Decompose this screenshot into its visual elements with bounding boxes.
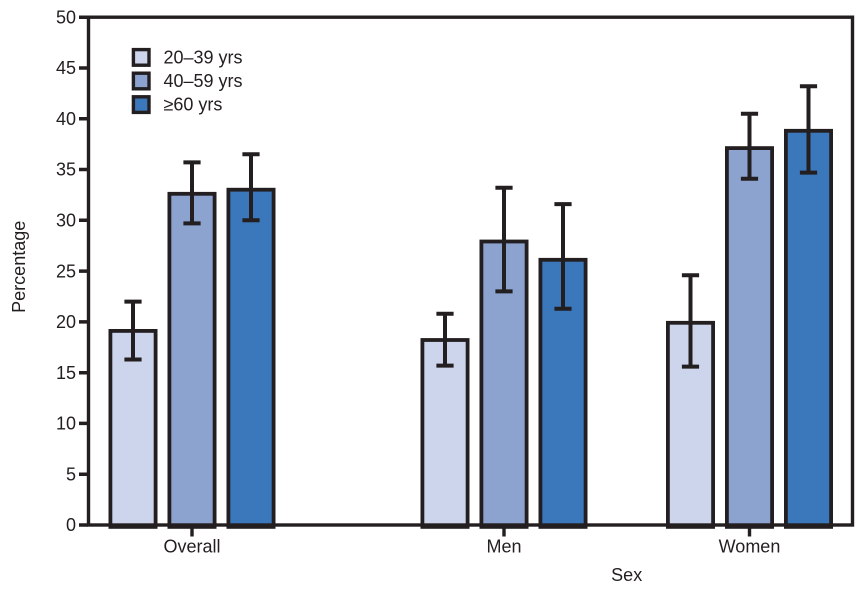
svg-text:45: 45 [56,58,76,78]
svg-text:0: 0 [66,515,76,535]
svg-text:Women: Women [719,537,781,557]
svg-text:≥60 yrs: ≥60 yrs [164,95,223,115]
svg-text:Overall: Overall [163,537,220,557]
svg-text:20–39 yrs: 20–39 yrs [164,47,243,67]
svg-text:5: 5 [66,464,76,484]
svg-text:40–59 yrs: 40–59 yrs [164,71,243,91]
svg-text:Percentage: Percentage [9,221,29,313]
svg-text:15: 15 [56,363,76,383]
svg-text:25: 25 [56,261,76,281]
svg-text:30: 30 [56,211,76,231]
svg-text:35: 35 [56,160,76,180]
svg-text:20: 20 [56,312,76,332]
svg-text:50: 50 [56,7,76,27]
svg-text:Sex: Sex [611,565,642,585]
svg-text:10: 10 [56,414,76,434]
svg-text:Men: Men [486,537,521,557]
svg-text:40: 40 [56,109,76,129]
